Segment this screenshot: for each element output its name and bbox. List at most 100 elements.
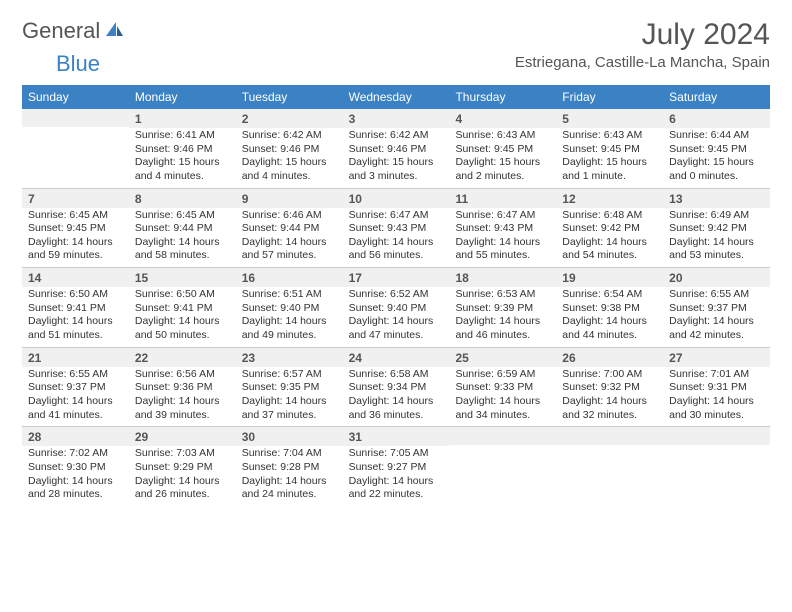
sunset-text: Sunset: 9:46 PM (349, 143, 444, 157)
daylight-text: Daylight: 14 hours and 58 minutes. (135, 236, 230, 263)
calendar-cell: 10Sunrise: 6:47 AMSunset: 9:43 PMDayligh… (343, 189, 450, 268)
calendar-cell: 23Sunrise: 6:57 AMSunset: 9:35 PMDayligh… (236, 348, 343, 427)
sunset-text: Sunset: 9:44 PM (135, 222, 230, 236)
day-header: Friday (556, 85, 663, 109)
sunset-text: Sunset: 9:40 PM (242, 302, 337, 316)
daylight-text: Daylight: 14 hours and 44 minutes. (562, 315, 657, 342)
cell-body (556, 445, 663, 450)
sunset-text: Sunset: 9:37 PM (669, 302, 764, 316)
cell-body: Sunrise: 6:45 AMSunset: 9:45 PMDaylight:… (22, 208, 129, 268)
calendar-cell: 9Sunrise: 6:46 AMSunset: 9:44 PMDaylight… (236, 189, 343, 268)
sunrise-text: Sunrise: 6:55 AM (669, 288, 764, 302)
sunrise-text: Sunrise: 6:46 AM (242, 209, 337, 223)
day-number: 7 (22, 189, 129, 208)
daylight-text: Daylight: 14 hours and 42 minutes. (669, 315, 764, 342)
sunrise-text: Sunrise: 7:02 AM (28, 447, 123, 461)
sunrise-text: Sunrise: 6:56 AM (135, 368, 230, 382)
day-number: 4 (449, 109, 556, 128)
day-header: Monday (129, 85, 236, 109)
day-number: 21 (22, 348, 129, 367)
sunrise-text: Sunrise: 7:04 AM (242, 447, 337, 461)
daylight-text: Daylight: 14 hours and 51 minutes. (28, 315, 123, 342)
calendar-cell-blank (22, 109, 129, 188)
day-header: Tuesday (236, 85, 343, 109)
calendar-cell-blank (556, 427, 663, 506)
calendar-cell: 21Sunrise: 6:55 AMSunset: 9:37 PMDayligh… (22, 348, 129, 427)
sunset-text: Sunset: 9:42 PM (562, 222, 657, 236)
logo-text-gray: General (22, 18, 100, 44)
daylight-text: Daylight: 14 hours and 26 minutes. (135, 475, 230, 502)
sunset-text: Sunset: 9:28 PM (242, 461, 337, 475)
daylight-text: Daylight: 15 hours and 4 minutes. (242, 156, 337, 183)
calendar-cell: 19Sunrise: 6:54 AMSunset: 9:38 PMDayligh… (556, 268, 663, 347)
sunrise-text: Sunrise: 6:47 AM (349, 209, 444, 223)
sunrise-text: Sunrise: 6:45 AM (28, 209, 123, 223)
sunset-text: Sunset: 9:45 PM (455, 143, 550, 157)
day-number: 29 (129, 427, 236, 446)
daylight-text: Daylight: 14 hours and 36 minutes. (349, 395, 444, 422)
sunrise-text: Sunrise: 6:55 AM (28, 368, 123, 382)
week-row: 1Sunrise: 6:41 AMSunset: 9:46 PMDaylight… (22, 109, 770, 188)
daylight-text: Daylight: 14 hours and 34 minutes. (455, 395, 550, 422)
calendar-cell: 7Sunrise: 6:45 AMSunset: 9:45 PMDaylight… (22, 189, 129, 268)
cell-body (663, 445, 770, 450)
daylight-text: Daylight: 14 hours and 32 minutes. (562, 395, 657, 422)
daylight-text: Daylight: 15 hours and 2 minutes. (455, 156, 550, 183)
calendar-cell: 29Sunrise: 7:03 AMSunset: 9:29 PMDayligh… (129, 427, 236, 506)
day-number: 2 (236, 109, 343, 128)
day-number: 31 (343, 427, 450, 446)
cell-body (449, 445, 556, 450)
daylight-text: Daylight: 14 hours and 47 minutes. (349, 315, 444, 342)
sunset-text: Sunset: 9:46 PM (135, 143, 230, 157)
sunrise-text: Sunrise: 6:52 AM (349, 288, 444, 302)
sunset-text: Sunset: 9:39 PM (455, 302, 550, 316)
calendar-cell: 25Sunrise: 6:59 AMSunset: 9:33 PMDayligh… (449, 348, 556, 427)
daylight-text: Daylight: 14 hours and 24 minutes. (242, 475, 337, 502)
day-number: 5 (556, 109, 663, 128)
sunrise-text: Sunrise: 6:53 AM (455, 288, 550, 302)
daylight-text: Daylight: 14 hours and 55 minutes. (455, 236, 550, 263)
calendar-cell: 17Sunrise: 6:52 AMSunset: 9:40 PMDayligh… (343, 268, 450, 347)
calendar: SundayMondayTuesdayWednesdayThursdayFrid… (22, 85, 770, 506)
daylight-text: Daylight: 14 hours and 57 minutes. (242, 236, 337, 263)
sunset-text: Sunset: 9:27 PM (349, 461, 444, 475)
daylight-text: Daylight: 14 hours and 54 minutes. (562, 236, 657, 263)
sunrise-text: Sunrise: 7:05 AM (349, 447, 444, 461)
day-header: Thursday (449, 85, 556, 109)
day-number: 6 (663, 109, 770, 128)
sunset-text: Sunset: 9:43 PM (455, 222, 550, 236)
week-row: 28Sunrise: 7:02 AMSunset: 9:30 PMDayligh… (22, 426, 770, 506)
cell-body: Sunrise: 6:59 AMSunset: 9:33 PMDaylight:… (449, 367, 556, 427)
week-row: 21Sunrise: 6:55 AMSunset: 9:37 PMDayligh… (22, 347, 770, 427)
cell-body: Sunrise: 7:04 AMSunset: 9:28 PMDaylight:… (236, 446, 343, 506)
sunset-text: Sunset: 9:45 PM (28, 222, 123, 236)
sunset-text: Sunset: 9:43 PM (349, 222, 444, 236)
daylight-text: Daylight: 14 hours and 49 minutes. (242, 315, 337, 342)
sunset-text: Sunset: 9:45 PM (669, 143, 764, 157)
calendar-cell: 26Sunrise: 7:00 AMSunset: 9:32 PMDayligh… (556, 348, 663, 427)
cell-body: Sunrise: 6:53 AMSunset: 9:39 PMDaylight:… (449, 287, 556, 347)
weeks-container: 1Sunrise: 6:41 AMSunset: 9:46 PMDaylight… (22, 109, 770, 506)
calendar-cell: 13Sunrise: 6:49 AMSunset: 9:42 PMDayligh… (663, 189, 770, 268)
cell-body (22, 127, 129, 132)
sunset-text: Sunset: 9:30 PM (28, 461, 123, 475)
day-number: 1 (129, 109, 236, 128)
day-number: 16 (236, 268, 343, 287)
cell-body: Sunrise: 6:46 AMSunset: 9:44 PMDaylight:… (236, 208, 343, 268)
sunset-text: Sunset: 9:36 PM (135, 381, 230, 395)
sunrise-text: Sunrise: 6:48 AM (562, 209, 657, 223)
daylight-text: Daylight: 14 hours and 41 minutes. (28, 395, 123, 422)
daylight-text: Daylight: 14 hours and 30 minutes. (669, 395, 764, 422)
sunrise-text: Sunrise: 6:50 AM (135, 288, 230, 302)
calendar-cell: 2Sunrise: 6:42 AMSunset: 9:46 PMDaylight… (236, 109, 343, 188)
day-number (556, 427, 663, 445)
cell-body: Sunrise: 7:02 AMSunset: 9:30 PMDaylight:… (22, 446, 129, 506)
cell-body: Sunrise: 7:03 AMSunset: 9:29 PMDaylight:… (129, 446, 236, 506)
calendar-cell: 30Sunrise: 7:04 AMSunset: 9:28 PMDayligh… (236, 427, 343, 506)
day-header: Wednesday (343, 85, 450, 109)
sunrise-text: Sunrise: 6:51 AM (242, 288, 337, 302)
calendar-cell: 31Sunrise: 7:05 AMSunset: 9:27 PMDayligh… (343, 427, 450, 506)
day-number: 12 (556, 189, 663, 208)
cell-body: Sunrise: 6:55 AMSunset: 9:37 PMDaylight:… (22, 367, 129, 427)
calendar-cell: 20Sunrise: 6:55 AMSunset: 9:37 PMDayligh… (663, 268, 770, 347)
